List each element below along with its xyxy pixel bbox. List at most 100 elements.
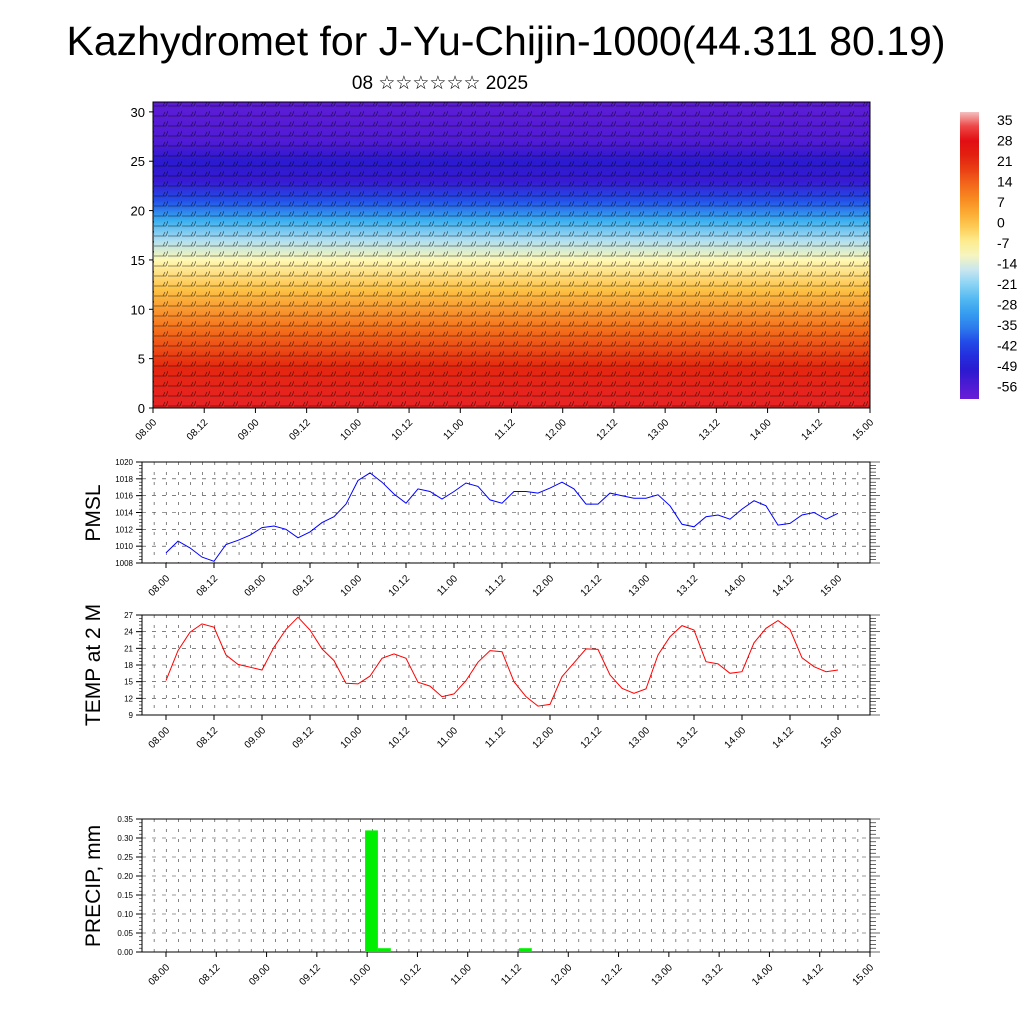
precip-bar [365, 830, 378, 952]
field-y-axis: 0 5 10 15 20 25 30 [131, 105, 153, 416]
x-tick-label: 10.00 [339, 573, 365, 599]
chart-title: Kazhydromet for J-Yu-Chijin-1000(44.311 … [66, 18, 946, 64]
x-tick-label: 13.12 [700, 962, 726, 988]
colorbar-label: -28 [997, 297, 1017, 313]
x-tick-label: 10.12 [398, 962, 424, 988]
y-tick-label: 0.25 [117, 853, 133, 862]
colorbar-label: -14 [997, 256, 1017, 272]
y-tick-label: 0.20 [117, 872, 133, 881]
field-x-tick-label: 08.12 [185, 417, 211, 443]
x-tick-label: 13.00 [650, 962, 676, 988]
x-tick-label: 09.00 [243, 725, 269, 751]
field-x-axis: 08.00 08.12 09.00 09.12 10.00 10.12 11.00 11.12… [134, 408, 877, 443]
wind-barbs-overlay [153, 102, 870, 408]
y-tick-label: 0.05 [117, 929, 133, 938]
y-tick-label: 27 [124, 611, 133, 620]
temp-series-line [165, 616, 839, 707]
y-tick-label: 9 [129, 711, 134, 720]
field-x-tick-label: 10.00 [339, 417, 365, 443]
field-y-tick-label: 25 [131, 154, 145, 169]
y-tick-label: 12 [124, 694, 133, 703]
field-x-tick-label: 14.00 [748, 417, 774, 443]
x-tick-label: 14.12 [771, 573, 797, 599]
x-tick-label: 08.00 [147, 725, 173, 751]
field-y-tick-label: 30 [131, 105, 145, 120]
x-tick-label: 14.00 [750, 962, 776, 988]
colorbar-label: 35 [997, 112, 1013, 128]
colorbar-label: -42 [997, 338, 1017, 354]
x-tick-label: 13.12 [675, 725, 701, 751]
colorbar-label: 21 [997, 153, 1013, 169]
colorbar-label: 7 [997, 194, 1005, 210]
x-tick-label: 12.12 [579, 573, 605, 599]
field-y-tick-label: 20 [131, 204, 145, 219]
y-axis-title: PMSL [82, 484, 105, 541]
field-x-tick-label: 12.12 [595, 417, 621, 443]
chart-date: 08 ☆☆☆☆☆☆ 2025 [351, 73, 529, 94]
x-tick-label: 11.12 [483, 725, 508, 750]
colorbar: 35 28 21 14 7 0 -7 -14 -21 -28 -35 -42 -49 -56 [960, 112, 1017, 399]
temperature-wind-panel: 0 5 10 15 20 25 30 08.00 08.12 09.00 09.12 10.00 10… [131, 101, 877, 443]
y-tick-label: 0.15 [117, 891, 133, 900]
y-axis-title: PRECIP, mm [82, 825, 105, 947]
colorbar-label: 14 [997, 174, 1013, 190]
x-tick-label: 09.12 [291, 725, 317, 751]
y-tick-label: 1012 [115, 525, 133, 534]
x-tick-label: 08.12 [195, 573, 221, 599]
x-tick-label: 14.12 [800, 962, 826, 988]
field-x-tick-label: 08.00 [134, 417, 160, 443]
x-tick-label: 08.12 [197, 962, 223, 988]
field-x-tick-label: 12.00 [543, 417, 569, 443]
x-tick-label: 13.00 [627, 725, 653, 751]
x-tick-label: 09.00 [247, 962, 273, 988]
x-tick-label: 14.00 [723, 573, 749, 599]
field-y-tick-label: 0 [138, 401, 145, 416]
x-tick-label: 14.12 [771, 725, 797, 751]
colorbar-label: -56 [997, 379, 1017, 395]
pmsl-panel: 1008 1010 1012 1014 1016 1018 1020 08.00 08.12 09… [82, 458, 880, 599]
x-tick-label: 11.00 [435, 573, 460, 598]
colorbar-label: 28 [997, 133, 1013, 149]
x-tick-label: 12.00 [531, 573, 557, 599]
y-tick-label: 15 [124, 678, 133, 687]
precip-bar [519, 948, 532, 952]
x-tick-label: 15.00 [819, 725, 845, 751]
panel-frame [141, 818, 871, 953]
colorbar-scale [960, 112, 979, 399]
y-tick-label: 21 [124, 644, 133, 653]
x-tick-label: 08.00 [147, 962, 173, 988]
x-tick-label: 10.12 [387, 725, 413, 751]
colorbar-label: -49 [997, 358, 1017, 374]
field-y-tick-label: 5 [138, 352, 145, 367]
y-tick-label: 0.35 [117, 815, 133, 824]
y-tick-label: 1016 [115, 492, 133, 501]
y-tick-label: 1020 [115, 458, 133, 467]
x-tick-label: 13.00 [627, 573, 653, 599]
x-tick-label: 11.00 [435, 725, 460, 750]
colorbar-label: -21 [997, 276, 1017, 292]
precip-panel: 0.00 0.05 0.10 0.15 0.20 0.25 0.30 0.35 08.00 08.… [82, 815, 880, 988]
x-tick-label: 11.00 [449, 962, 474, 987]
x-tick-label: 09.12 [298, 962, 324, 988]
x-tick-label: 12.12 [579, 725, 605, 751]
x-tick-label: 15.00 [819, 573, 845, 599]
y-tick-label: 1018 [115, 475, 133, 484]
field-x-tick-label: 13.12 [697, 417, 723, 443]
colorbar-labels: 35 28 21 14 7 0 -7 -14 -21 -28 -35 -42 -49 -56 [997, 112, 1017, 395]
colorbar-label: 0 [997, 215, 1005, 231]
x-tick-label: 10.00 [339, 725, 365, 751]
colorbar-label: -7 [997, 235, 1010, 251]
x-tick-label: 12.00 [549, 962, 575, 988]
x-tick-label: 11.12 [499, 962, 524, 987]
field-x-tick-label: 11.00 [441, 417, 466, 442]
y-tick-label: 0.30 [117, 834, 133, 843]
field-x-tick-label: 15.00 [851, 417, 877, 443]
y-tick-label: 1008 [115, 559, 133, 568]
x-tick-label: 08.00 [147, 573, 173, 599]
x-tick-label: 12.12 [599, 962, 625, 988]
y-tick-label: 1010 [115, 542, 133, 551]
y-tick-label: 18 [124, 661, 133, 670]
field-x-tick-label: 10.12 [390, 417, 416, 443]
field-x-tick-label: 09.00 [236, 417, 262, 443]
